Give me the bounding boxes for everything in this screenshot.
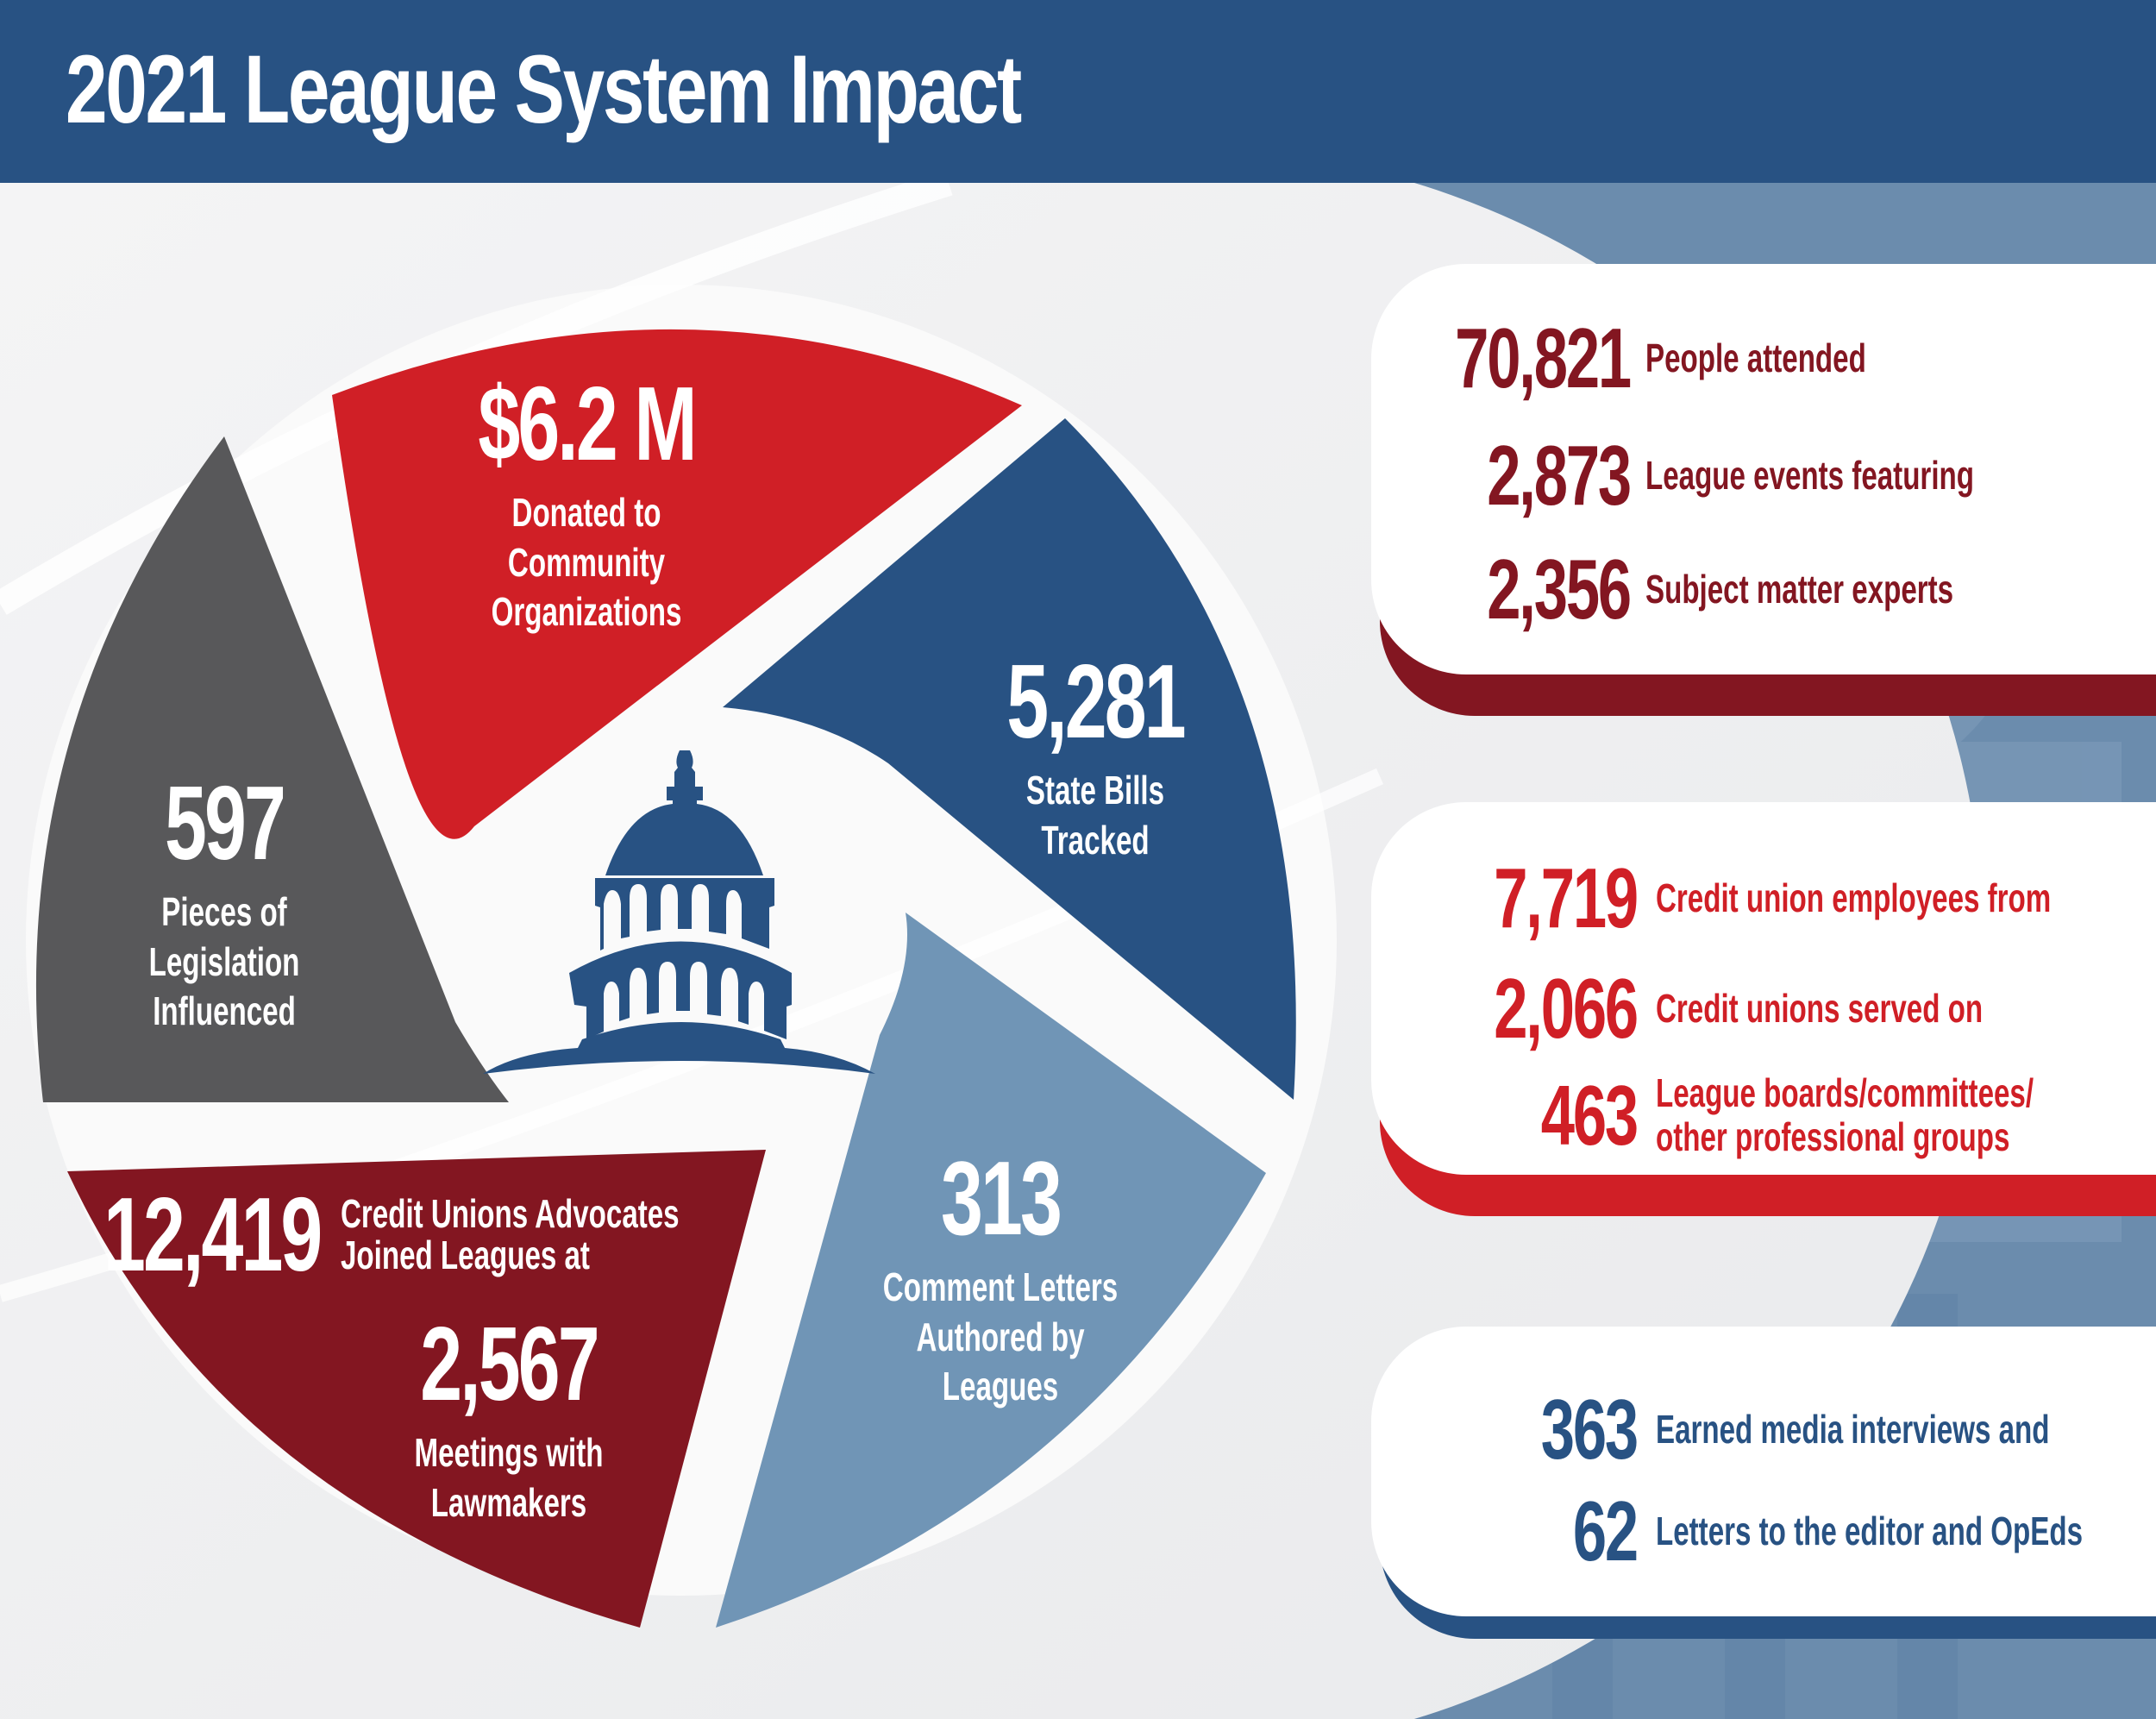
card-events: 70,821 People attended 2,873 League even… (1371, 264, 2156, 716)
segment-legislation-text: 597 Pieces of Legislation Influenced (52, 770, 397, 1037)
stat-label: Tracked (1041, 817, 1150, 863)
stat-label: Letters to the editor and OpEds (1656, 1508, 2084, 1553)
stat-label: Leagues (942, 1364, 1059, 1408)
stat-label: Pieces of (161, 889, 287, 934)
stat-label: Earned media interviews and (1656, 1406, 2050, 1452)
stat-label: Authored by (916, 1314, 1085, 1359)
stat-label: Organizations (491, 589, 682, 634)
card-volunteers: 7,719 Credit union employees from 2,066 … (1371, 802, 2156, 1216)
stat-row: 363 Earned media interviews and (1371, 1387, 2156, 1471)
stat-label: State Bills (1025, 768, 1165, 812)
stat-label: Community (507, 539, 666, 585)
header-bar: 2021 League System Impact (0, 0, 2156, 183)
stat-label: Credit union employees from (1656, 875, 2052, 920)
stat-value: 2,567 (420, 1305, 599, 1422)
stat-value: 12,419 (103, 1176, 323, 1293)
stat-row: 62 Letters to the editor and OpEds (1371, 1489, 2156, 1573)
stat-label: League boards/committees/ (1656, 1070, 2034, 1115)
stat-value: 363 (1540, 1382, 1639, 1477)
segment-bills-text: 5,281 State Bills Tracked (888, 649, 1302, 865)
stat-value: $6.2 M (478, 365, 697, 482)
stat-label: Donated to (511, 490, 661, 535)
stat-row: 70,821 People attended (1371, 316, 1952, 400)
card-face (1371, 1327, 2156, 1616)
card-media: 363 Earned media interviews and 62 Lette… (1371, 1327, 2156, 1639)
stat-row: 2,356 Subject matter experts (1371, 547, 2073, 631)
stat-value: 2,066 (1494, 961, 1639, 1056)
stat-value: 2,356 (1487, 542, 1632, 637)
stat-row: 2,873 League events featuring (1371, 433, 2102, 518)
stat-label: Influenced (153, 988, 296, 1033)
segment-advocates-text: 12,419 Credit Unions Advocates Joined Le… (103, 1182, 759, 1287)
stat-value: 463 (1540, 1067, 1639, 1163)
stat-label: Subject matter experts (1645, 566, 1954, 612)
stat-value: 2,873 (1487, 428, 1632, 523)
segment-donated-text: $6.2 M Donated to Community Organization… (371, 371, 802, 637)
card-face (1371, 802, 2156, 1175)
stat-label: Comment Letters (882, 1264, 1119, 1309)
stat-value: 7,719 (1494, 850, 1639, 945)
stat-value: 597 (165, 764, 286, 881)
stat-value: 5,281 (1006, 643, 1186, 760)
stat-value: 62 (1572, 1484, 1639, 1578)
segment-donated (332, 329, 1022, 839)
stat-label: People attended (1645, 335, 1866, 380)
stat-value: 70,821 (1455, 311, 1632, 405)
stat-row: 2,066 Credit unions served on (1371, 966, 2110, 1051)
stat-label: Credit Unions Advocates (341, 1190, 680, 1236)
stat-label: Credit unions served on (1656, 985, 1984, 1031)
segment-comments-text: 313 Comment Letters Authored by Leagues (793, 1145, 1207, 1412)
stat-label: Joined Leagues at (341, 1233, 590, 1277)
stat-label: Legislation (148, 938, 300, 984)
capitol-dome-icon (483, 750, 875, 1074)
stat-label: Meetings with (414, 1430, 604, 1475)
stat-value: 313 (941, 1139, 1062, 1257)
stat-row: 463 League boards/committees/ other prof… (1371, 1071, 2156, 1158)
page-title: 2021 League System Impact (66, 35, 1022, 143)
stat-label: Lawmakers (430, 1479, 587, 1525)
card-face (1371, 264, 2156, 674)
stat-label: League events featuring (1645, 452, 1974, 498)
stat-label: other professional groups (1656, 1114, 2010, 1159)
segment-meetings-text: 2,567 Meetings with Lawmakers (310, 1311, 707, 1528)
stat-row: 7,719 Credit union employees from (1371, 856, 2156, 940)
